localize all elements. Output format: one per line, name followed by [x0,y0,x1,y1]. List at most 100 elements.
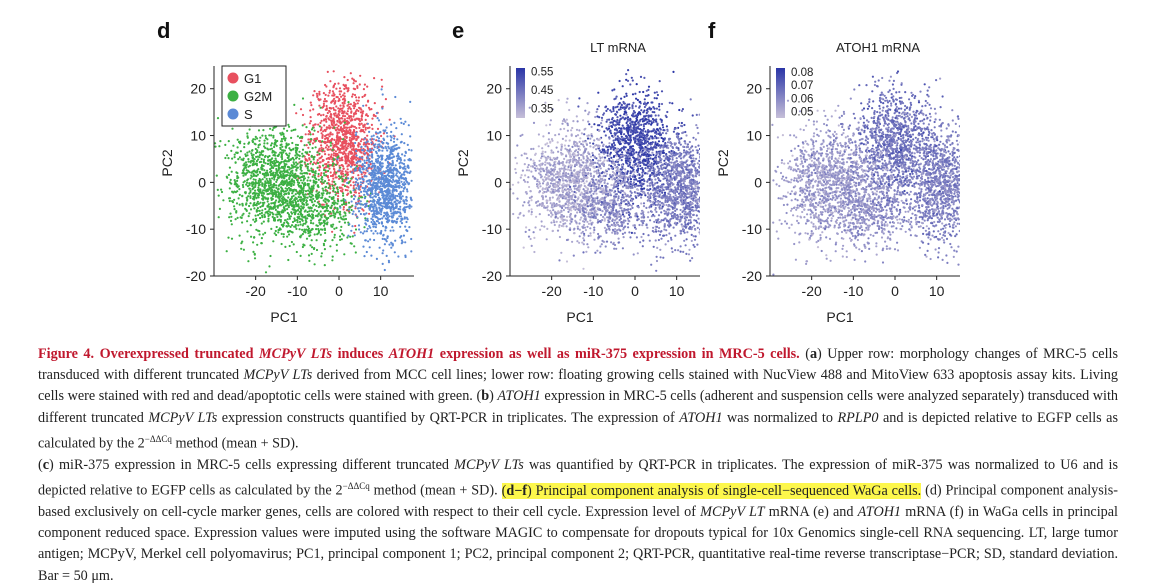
data-point [298,154,300,156]
data-point [300,136,302,138]
data-point [641,185,643,187]
data-point [655,131,657,133]
data-point [290,137,292,139]
data-point [338,117,340,119]
data-point [388,219,390,221]
data-point [305,209,307,211]
data-point [376,213,378,215]
data-point [306,211,308,213]
data-point [314,174,316,176]
data-point [365,212,367,214]
data-point [397,181,399,183]
data-point [285,146,287,148]
data-point [352,181,354,183]
data-point [333,158,335,160]
data-point [289,152,291,154]
data-point [295,228,297,230]
data-point [393,220,395,222]
data-point [397,153,399,155]
data-point [379,247,381,249]
data-point [369,181,371,183]
data-point [268,193,270,195]
data-point [265,189,267,191]
data-point [355,251,357,253]
data-point [359,120,361,122]
data-point [276,145,278,147]
data-point [303,175,305,177]
data-point [220,189,222,191]
data-point [369,194,371,196]
data-point [363,95,365,97]
data-point [339,239,341,241]
data-point [649,157,651,159]
data-point [384,269,386,271]
data-point [252,219,254,221]
data-point [258,230,260,232]
data-point [629,83,631,85]
data-point [284,174,286,176]
data-point [285,190,287,192]
data-point [626,105,628,107]
data-point [399,226,401,228]
data-point [235,211,237,213]
data-point [380,205,382,207]
data-point [315,172,317,174]
data-point [648,120,650,122]
data-point [640,131,642,133]
data-point [377,193,379,195]
data-point [400,175,402,177]
data-point [270,159,272,161]
data-point [350,178,352,180]
data-point [274,232,276,234]
data-point [288,158,290,160]
data-point [233,199,235,201]
data-point [301,202,303,204]
data-point [261,222,263,224]
data-point [652,154,654,156]
data-point [288,206,290,208]
data-point [267,159,269,161]
data-point [230,216,232,218]
data-point [598,124,600,126]
data-point [658,114,660,116]
data-point [343,101,345,103]
data-point [349,129,351,131]
data-point [360,213,362,215]
data-point [345,143,347,145]
data-point [308,141,310,143]
legend-marker [228,109,239,120]
data-point [234,179,236,181]
data-point [611,143,613,145]
data-point [400,194,402,196]
data-point [343,106,345,108]
data-point [631,77,633,79]
data-point [335,194,337,196]
data-point [328,154,330,156]
data-point [362,246,364,248]
data-point [353,119,355,121]
data-point [373,239,375,241]
data-point [395,189,397,191]
y-axis-label: PC2 [159,149,175,176]
data-point [403,142,405,144]
data-point [320,144,322,146]
data-point [324,169,326,171]
data-point [347,193,349,195]
data-point [641,118,643,120]
data-point [411,199,413,201]
data-point [295,112,297,114]
data-point [247,185,249,187]
data-point [358,224,360,226]
data-point [635,151,637,153]
data-point [355,214,357,216]
data-point [277,231,279,233]
data-point [629,162,631,164]
data-point [377,144,379,146]
data-point [374,102,376,104]
data-point [308,207,310,209]
data-point [274,162,276,164]
data-point [247,260,249,262]
data-point [662,126,664,128]
data-point [259,213,261,215]
data-point [267,215,269,217]
